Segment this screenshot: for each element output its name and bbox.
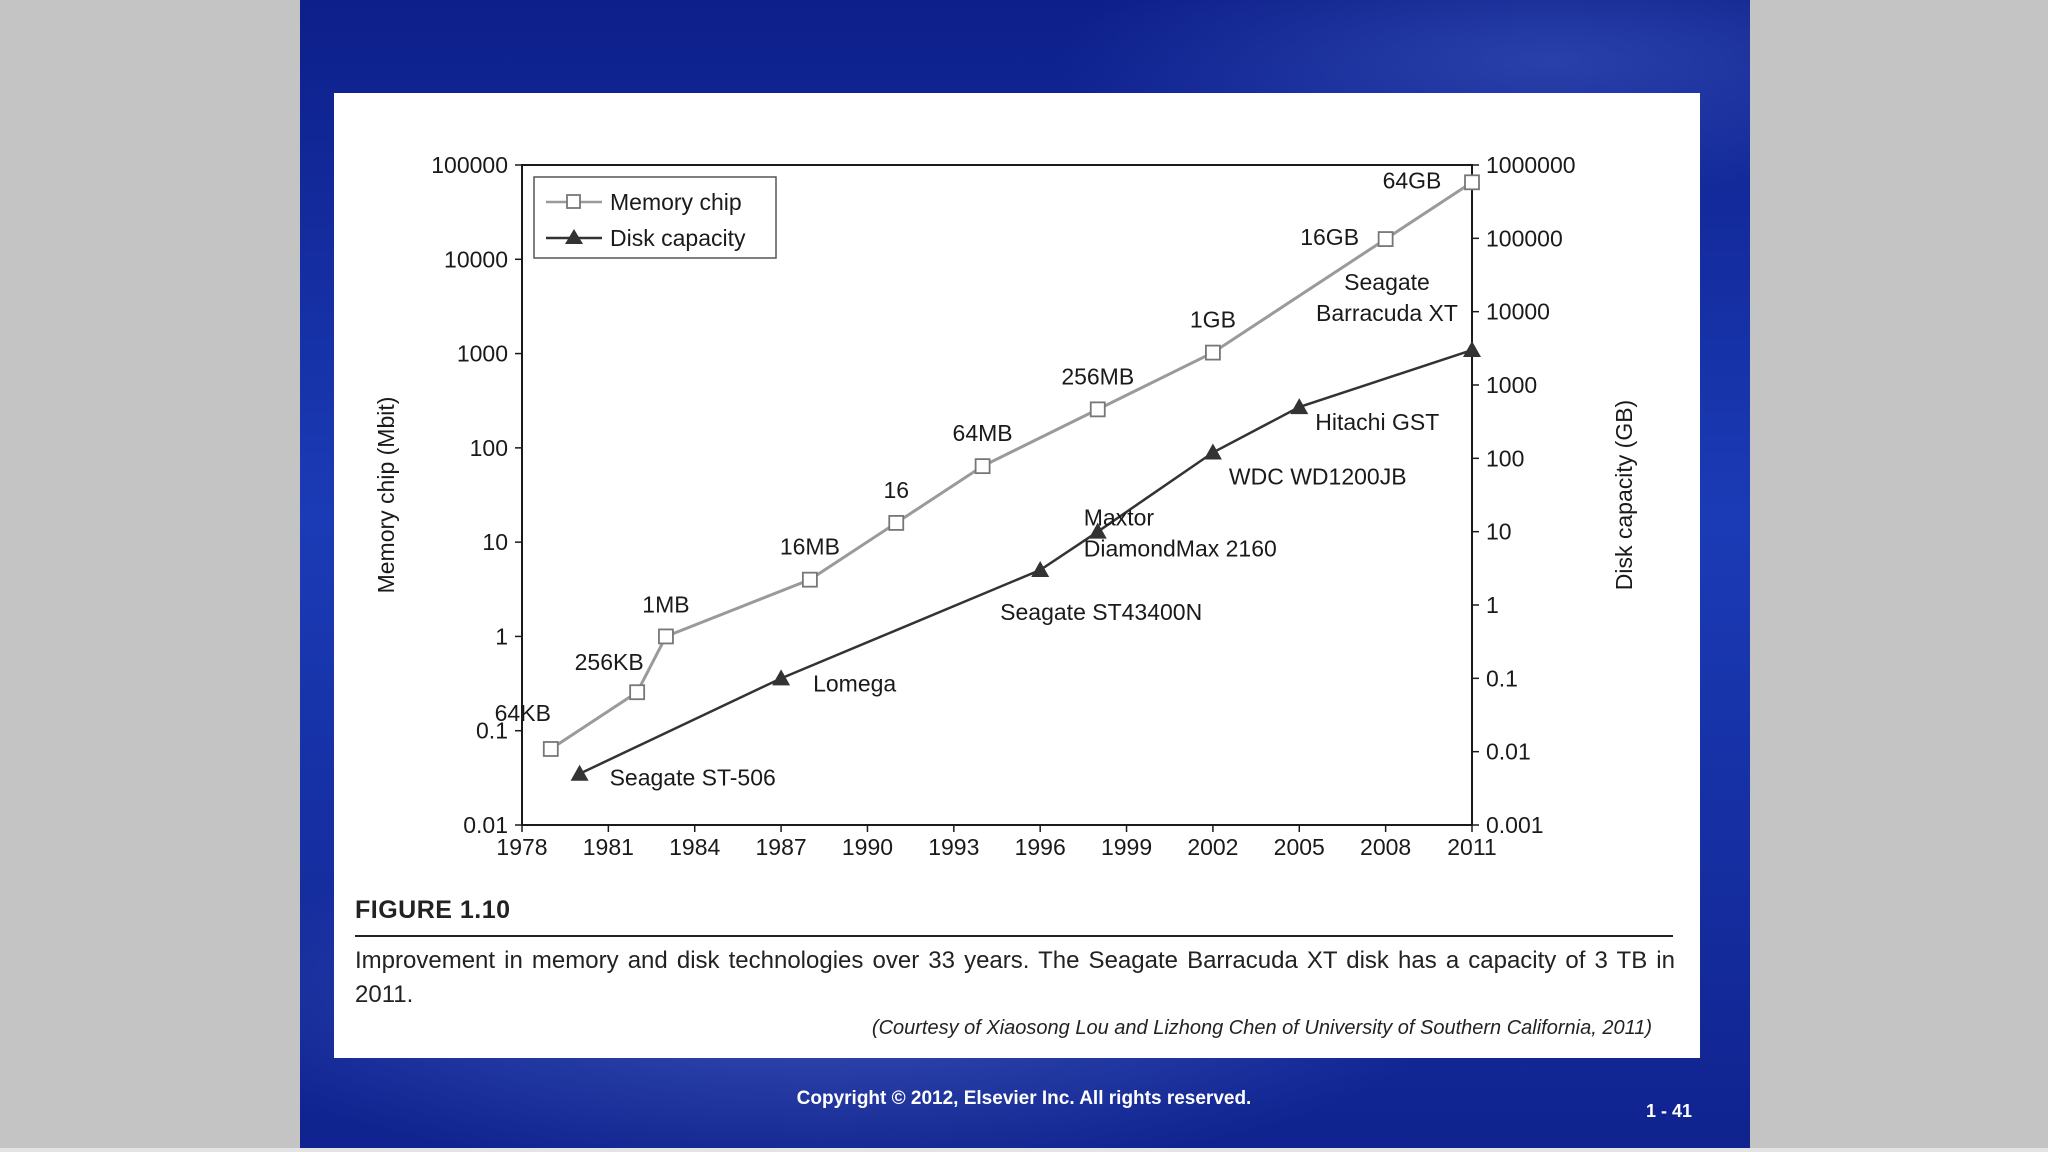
memory-chip-data-label: 1MB — [642, 591, 689, 617]
disk-capacity-data-label: Seagate ST43400N — [1000, 599, 1202, 625]
memory-chip-point — [542, 741, 559, 757]
memory-chip-point — [1464, 174, 1480, 191]
memory-chip-point — [658, 628, 674, 645]
disk-capacity-data-label: Seagate — [1344, 269, 1430, 295]
y-right-tick-label: 100000 — [1486, 225, 1563, 251]
figure-credit: (Courtesy of Xiaosong Lou and Lizhong Ch… — [871, 1017, 1652, 1039]
memory-chip-data-label: 16MB — [780, 534, 840, 560]
y-right-tick-label: 0.01 — [1486, 739, 1531, 765]
x-tick-label: 2008 — [1360, 834, 1411, 860]
x-tick-label: 2002 — [1187, 834, 1238, 860]
copyright-text: Copyright © 2012, Elsevier Inc. All righ… — [796, 1088, 1252, 1109]
caption-rule — [355, 935, 1673, 937]
legend-box — [533, 176, 777, 259]
x-tick-label: 1987 — [756, 834, 807, 860]
y-left-tick-label: 100000 — [431, 152, 508, 178]
memory-chip-data-label: 256MB — [1061, 363, 1134, 389]
y-left-tick-label: 1000 — [457, 341, 508, 367]
x-tick-label: 1993 — [928, 834, 979, 860]
figure-caption: Improvement in memory and disk technolog… — [355, 947, 1675, 1008]
disk-capacity-point — [1203, 443, 1222, 460]
legend-memory-label: Memory chip — [610, 189, 742, 215]
y-right-tick-label: 0.1 — [1486, 665, 1518, 691]
bottom-strip — [0, 1148, 2048, 1152]
y-left-tick-label: 0.1 — [476, 718, 508, 744]
y-right-tick-label: 100 — [1486, 445, 1524, 471]
disk-capacity-data-label: Barracuda XT — [1316, 300, 1458, 326]
disk-capacity-point — [1290, 398, 1309, 415]
disk-capacity-point — [1463, 341, 1481, 358]
x-tick-label: 1990 — [842, 834, 893, 860]
figure-label: FIGURE 1.10 — [355, 896, 511, 924]
memory-chip-data-label: 1GB — [1190, 307, 1236, 333]
figure-card: 1978 1981 1984 1987 1990 1993 1996 1999 2002 2005… — [334, 93, 1700, 1058]
memory-chip-point — [888, 514, 905, 531]
memory-chip-data-label: 64KB — [495, 700, 551, 726]
memory-chip-point — [974, 458, 991, 475]
disk-capacity-data-label: DiamondMax 2160 — [1084, 536, 1277, 562]
y-right-tick-label: 1000 — [1486, 372, 1537, 398]
legend-memory-marker — [566, 194, 581, 209]
disk-capacity-point — [772, 669, 791, 686]
y-right-tick-label: 1000000 — [1486, 152, 1576, 178]
y-right-tick-label: 0.001 — [1486, 812, 1544, 838]
memory-chip-data-label: 16GB — [1300, 224, 1359, 250]
chart: 1978 1981 1984 1987 1990 1993 1996 1999 2002 2005… — [373, 152, 1637, 860]
plot-frame — [521, 164, 1473, 826]
y-left-axis-label: Memory chip (Mbit) — [373, 397, 399, 594]
disk-capacity-point — [570, 764, 589, 781]
disk-capacity-point — [1088, 522, 1107, 539]
page-number: 1 - 41 — [1646, 1101, 1693, 1121]
legend-disk-marker — [565, 229, 583, 244]
x-tick-label: 1996 — [1015, 834, 1066, 860]
y-right-tick-label: 10 — [1486, 519, 1512, 545]
memory-chip-line — [549, 181, 1473, 751]
disk-capacity-data-label: WDC WD1200JB — [1229, 464, 1407, 490]
y-left-tick-label: 100 — [470, 435, 508, 461]
y-right-axis-label: Disk capacity (GB) — [1611, 400, 1637, 590]
disk-capacity-data-label: Hitachi GST — [1315, 409, 1439, 435]
x-tick-label: 2011 — [1447, 834, 1496, 860]
y-right-tick-label: 1 — [1486, 592, 1499, 618]
memory-chip-point — [1205, 344, 1221, 361]
memory-chip-point — [1377, 231, 1394, 247]
memory-chip-data-label: 64MB — [953, 420, 1013, 446]
x-tick-label: 1981 — [583, 834, 634, 860]
disk-capacity-data-label: Lomega — [813, 670, 896, 696]
memory-chip-data-label: 16 — [883, 477, 909, 503]
y-left-tick-label: 10000 — [444, 246, 508, 272]
x-tick-label: 1978 — [496, 834, 547, 860]
legend-disk-label: Disk capacity — [610, 225, 746, 251]
y-right-tick-label: 10000 — [1486, 299, 1550, 325]
y-left-tick-label: 1 — [495, 623, 508, 649]
x-tick-label: 1999 — [1101, 834, 1152, 860]
y-left-tick-label: 0.01 — [463, 812, 508, 838]
x-tick-label: 2005 — [1274, 834, 1325, 860]
x-tick-label: 1984 — [669, 834, 720, 860]
memory-chip-point — [801, 571, 818, 588]
memory-chip-data-label: 256KB — [575, 649, 644, 675]
memory-chip-point — [629, 684, 646, 701]
memory-chip-data-label: 64GB — [1383, 167, 1442, 193]
disk-capacity-data-label: Maxtor — [1084, 505, 1155, 531]
y-left-tick-label: 10 — [482, 529, 508, 555]
disk-capacity-data-label: Seagate ST-506 — [610, 765, 776, 791]
memory-chip-point — [1089, 401, 1106, 418]
disk-capacity-point — [1031, 561, 1050, 578]
